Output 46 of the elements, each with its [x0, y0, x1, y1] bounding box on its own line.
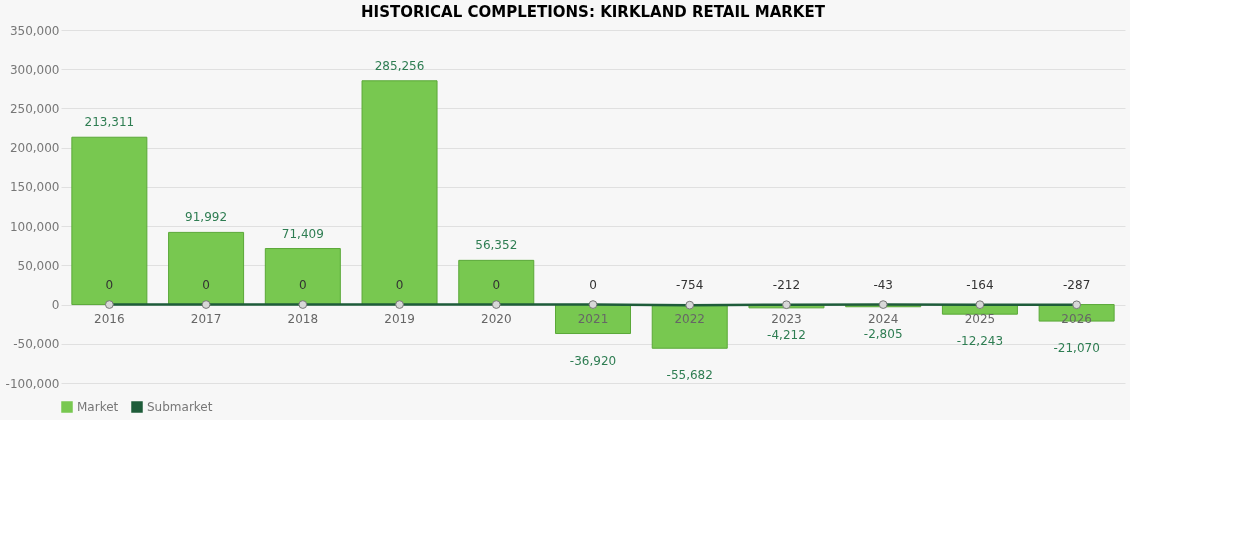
data-label: 0	[395, 277, 404, 292]
data-label: 71,409	[281, 226, 324, 241]
y-tick-label: 200,000	[9, 141, 60, 156]
data-label: -55,682	[666, 368, 713, 383]
data-label: -754	[676, 278, 704, 293]
x-tick-label: 2019	[384, 311, 415, 326]
legend-label: Submarket	[147, 400, 213, 414]
y-tick-label: 100,000	[9, 219, 60, 234]
data-label: 0	[299, 277, 307, 292]
x-tick-label: 2016	[94, 311, 125, 326]
data-label: -43	[873, 277, 893, 292]
y-tick-label: 300,000	[9, 62, 60, 77]
legend-label: Market	[77, 400, 119, 414]
data-label: -2,805	[863, 326, 903, 341]
x-tick-label: 2026	[1061, 311, 1092, 326]
data-label: -164	[966, 277, 994, 292]
data-label: -287	[1063, 277, 1091, 292]
x-tick-label: 2017	[190, 311, 222, 326]
y-tick-label: -100,000	[5, 376, 60, 391]
data-label: 0	[105, 277, 114, 292]
data-label: 56,352	[475, 238, 518, 253]
x-tick-label: 2025	[964, 311, 996, 326]
y-tick-label: 250,000	[9, 101, 60, 116]
x-tick-label: 2018	[287, 311, 319, 326]
data-label: -12,243	[956, 334, 1004, 349]
data-label: -36,920	[569, 353, 617, 368]
y-tick-label: 0	[51, 298, 60, 313]
data-label: 285,256	[374, 58, 425, 73]
data-label: 0	[492, 277, 501, 292]
x-tick-label: 2022	[674, 311, 705, 326]
x-tick-label: 2021	[577, 311, 609, 326]
data-label: 91,992	[185, 210, 228, 225]
x-tick-label: 2020	[481, 311, 512, 326]
data-label: 0	[202, 277, 210, 292]
x-tick-label: 2024	[867, 311, 899, 326]
data-label: -4,212	[767, 327, 806, 342]
y-tick-label: 50,000	[17, 258, 60, 273]
y-tick-label: -50,000	[13, 337, 60, 352]
x-tick-label: 2023	[771, 311, 802, 326]
data-label: -21,070	[1053, 341, 1100, 356]
data-label: 0	[589, 277, 597, 292]
data-label: 213,311	[84, 115, 135, 130]
chart-title: HISTORICAL COMPLETIONS: KIRKLAND RETAIL MARKET	[361, 3, 826, 21]
y-tick-label: 150,000	[9, 180, 60, 195]
data-label: -212	[772, 277, 801, 292]
y-tick-label: 350,000	[9, 23, 60, 38]
